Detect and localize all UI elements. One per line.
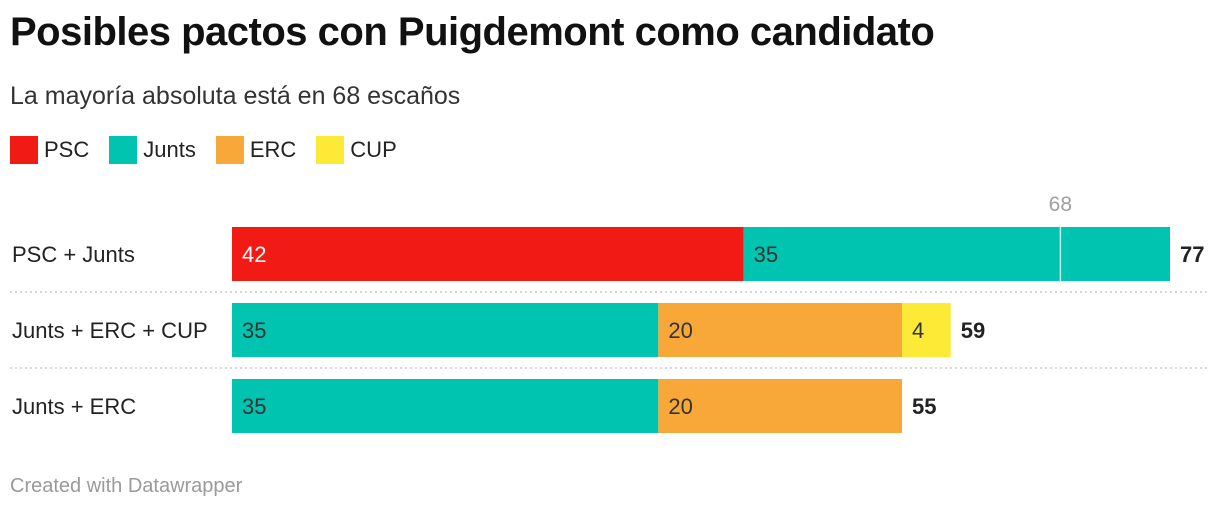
legend-item-erc: ERC — [215, 136, 297, 164]
value-label-psc-1: 42 — [242, 242, 266, 267]
legend-swatch-psc — [10, 136, 38, 164]
legend-label-psc: PSC — [44, 137, 90, 162]
stacked-bar-chart: PSC + Junts 42 35 77 Junts + ERC + CUP 35 20 4 5… — [10, 193, 1208, 433]
reference-line-label: 68 — [1049, 193, 1072, 216]
legend-label-erc: ERC — [249, 137, 297, 162]
total-label-1: 77 — [1180, 242, 1204, 267]
value-label-junts-3: 35 — [242, 394, 266, 419]
chart-title: Posibles pactos con Puigdemont como cand… — [10, 10, 935, 54]
row-label-junts-erc-cup: Junts + ERC + CUP — [12, 318, 208, 343]
bar-segment-erc-3 — [658, 379, 902, 433]
total-label-2: 59 — [961, 318, 985, 343]
value-label-junts-2: 35 — [242, 318, 266, 343]
total-label-3: 55 — [912, 394, 936, 419]
footer-credit: Created with Datawrapper — [10, 475, 243, 497]
legend-label-cup: CUP — [350, 137, 397, 162]
row-label-psc-junts: PSC + Junts — [12, 242, 135, 267]
legend-item-psc: PSC — [10, 136, 89, 164]
legend-item-junts: Junts — [109, 136, 196, 164]
value-label-erc-2: 20 — [668, 318, 692, 343]
legend-swatch-junts — [109, 136, 138, 164]
value-label-junts-1: 35 — [754, 242, 778, 267]
bar-segment-psc-1 — [232, 227, 744, 281]
bar-segment-erc-2 — [658, 303, 902, 357]
bar-segment-junts-2 — [232, 303, 659, 357]
row-label-junts-erc: Junts + ERC — [12, 394, 136, 419]
value-label-cup-2: 4 — [912, 318, 924, 343]
legend-swatch-cup — [316, 136, 345, 164]
legend-label-junts: Junts — [143, 137, 196, 162]
bar-segment-junts-3 — [232, 379, 659, 433]
bar-segment-cup-2 — [902, 303, 951, 357]
chart-subtitle: La mayoría absoluta está en 68 escaños — [10, 82, 461, 110]
value-label-erc-3: 20 — [668, 394, 692, 419]
legend: PSC Junts ERC CUP — [10, 136, 417, 164]
legend-item-cup: CUP — [316, 136, 397, 164]
bar-segment-junts-1 — [743, 227, 1170, 281]
legend-swatch-erc — [215, 136, 244, 164]
